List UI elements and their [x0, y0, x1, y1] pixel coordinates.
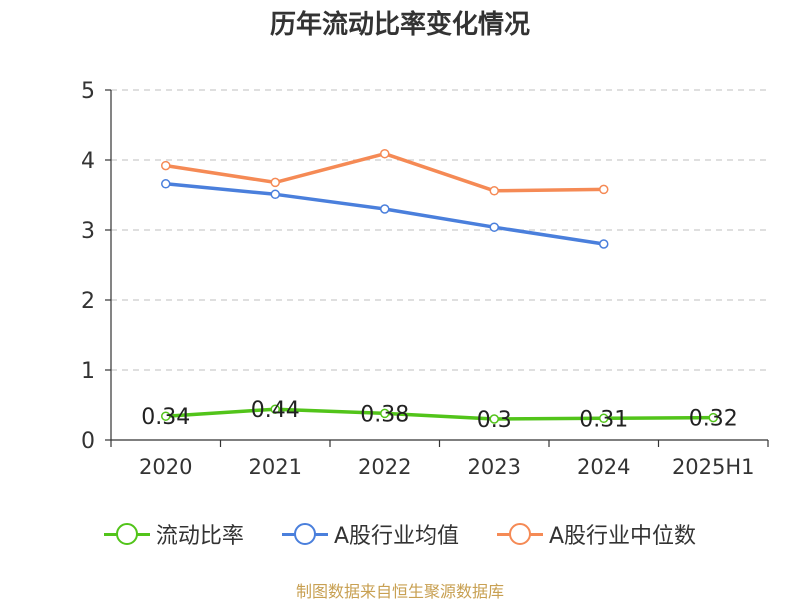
data-point — [270, 177, 280, 188]
data-label: 0.34 — [141, 405, 190, 430]
data-point — [270, 404, 280, 414]
data-label: 0.44 — [251, 398, 300, 423]
legend-item-current-ratio[interactable]: 流动比率 — [103, 518, 244, 550]
legend: 流动比率 A股行业均值 A股行业中位数 — [0, 518, 800, 550]
data-point — [708, 412, 718, 423]
data-point — [161, 179, 171, 189]
data-point — [380, 408, 390, 419]
series-line — [165, 182, 605, 246]
data-point — [161, 411, 171, 421]
series-line — [165, 151, 604, 193]
y-tick-label: 2 — [81, 289, 95, 314]
legend-item-industry-median[interactable]: A股行业中位数 — [497, 518, 696, 550]
x-tick-label: 2020 — [139, 455, 192, 479]
legend-swatch-industry-mean — [281, 522, 328, 546]
chart-title: 历年流动比率变化情况 — [269, 10, 530, 40]
data-label: 0.3 — [477, 408, 512, 433]
data-point — [489, 222, 499, 232]
x-tick-label: 2025H1 — [672, 455, 755, 479]
legend-swatch-current-ratio — [103, 522, 150, 546]
series-line — [165, 407, 714, 421]
data-point — [161, 160, 171, 171]
x-tick-label: 2021 — [249, 455, 302, 479]
data-point — [599, 413, 609, 424]
data-point — [489, 414, 499, 424]
y-tick-label: 1 — [81, 359, 95, 384]
y-tick-label: 5 — [81, 79, 95, 104]
data-point — [380, 148, 390, 159]
data-point — [380, 204, 390, 214]
y-tick-label: 3 — [81, 219, 95, 244]
data-label: 0.38 — [360, 402, 409, 427]
x-tick-label: 2022 — [358, 455, 411, 479]
y-tick-label: 0 — [81, 429, 95, 454]
data-point — [489, 186, 499, 196]
data-point — [270, 189, 280, 200]
data-point — [599, 239, 609, 249]
source-note: 制图数据来自恒生聚源数据库 — [295, 582, 504, 601]
data-label: 0.31 — [579, 407, 628, 432]
legend-label: 流动比率 — [155, 524, 244, 549]
legend-swatch-industry-median — [497, 522, 543, 546]
data-label: 0.32 — [689, 407, 738, 432]
legend-label: A股行业中位数 — [549, 524, 697, 549]
legend-label: A股行业均值 — [333, 524, 459, 549]
x-tick-label: 2023 — [468, 455, 521, 479]
data-point — [599, 184, 609, 195]
legend-item-industry-mean[interactable]: A股行业均值 — [281, 518, 459, 550]
x-tick-label: 2024 — [577, 455, 630, 479]
y-tick-label: 4 — [81, 149, 95, 174]
